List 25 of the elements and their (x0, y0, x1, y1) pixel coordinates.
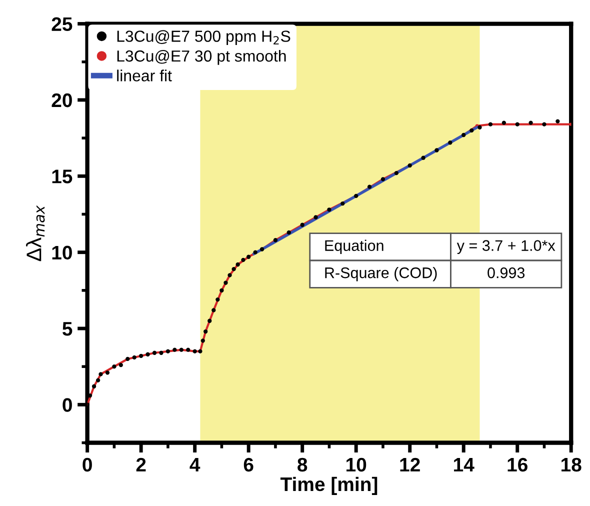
y-tick-label: 10 (52, 246, 72, 260)
x-tick-label: 18 (562, 458, 582, 472)
x-axis-title: Time [min] (280, 476, 378, 495)
legend-label: L3Cu@E7 500 ppm H$_{2}$S (117, 30, 290, 46)
x-tick-label: 4 (190, 458, 200, 472)
x-tick-label: 0 (82, 458, 92, 472)
annotation: 0.993 (488, 267, 525, 278)
legend-label: linear fit (117, 70, 172, 82)
x-tick-label: 14 (454, 458, 474, 472)
y-tick-label: 20 (52, 93, 72, 108)
x-tick-label: 16 (508, 458, 528, 472)
legend-label: L3Cu@E7 30 pt smooth (117, 50, 286, 65)
y-tick-label: 15 (52, 170, 72, 184)
y-axis-title: Δλ$_{max}$ (26, 205, 45, 262)
annotation: R-Square (COD) (325, 266, 437, 282)
annotation: y = 3.7 + 1.0*x (456, 240, 556, 254)
x-tick-label: 10 (346, 458, 366, 472)
annotation: Equation (325, 240, 384, 254)
y-tick-label: 5 (62, 322, 72, 336)
y-tick-label: 0 (62, 398, 72, 412)
x-tick-label: 6 (244, 458, 254, 472)
x-tick-label: 2 (136, 458, 146, 472)
y-tick-label: 25 (52, 17, 72, 32)
x-tick-label: 8 (298, 458, 308, 472)
x-tick-label: 12 (400, 458, 420, 472)
